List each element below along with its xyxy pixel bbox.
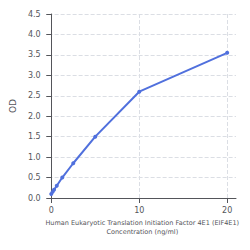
svg-text:0.5: 0.5 <box>28 173 41 182</box>
svg-text:3.0: 3.0 <box>28 71 41 80</box>
svg-text:Concentration (ng/ml): Concentration (ng/ml) <box>106 228 178 236</box>
svg-text:20: 20 <box>222 206 232 215</box>
svg-text:0.0: 0.0 <box>28 194 41 203</box>
svg-text:10: 10 <box>134 206 144 215</box>
svg-text:3.5: 3.5 <box>28 50 41 59</box>
svg-text:Human Eukaryotic Translation I: Human Eukaryotic Translation Initiation … <box>45 219 239 227</box>
svg-text:4.5: 4.5 <box>28 10 41 19</box>
svg-text:0: 0 <box>49 206 54 215</box>
svg-text:OD: OD <box>8 99 18 113</box>
svg-text:2.0: 2.0 <box>28 112 41 121</box>
svg-text:1.5: 1.5 <box>28 132 41 141</box>
svg-text:2.5: 2.5 <box>28 91 41 100</box>
svg-text:1.0: 1.0 <box>28 153 41 162</box>
svg-text:4.0: 4.0 <box>28 30 41 39</box>
